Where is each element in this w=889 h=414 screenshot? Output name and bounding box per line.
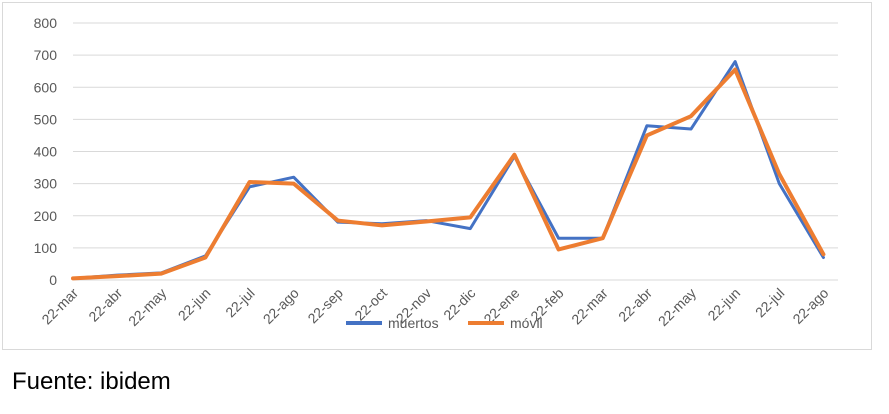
y-tick-label: 500: [34, 111, 58, 127]
legend: muertos móvil: [346, 315, 543, 331]
x-tick-label: 22-abr: [85, 285, 125, 325]
x-tick-label: 22-jul: [752, 285, 788, 321]
source-note: Fuente: ibidem: [12, 368, 171, 395]
y-tick-label: 300: [34, 176, 58, 192]
x-tick-label: 22-jun: [704, 285, 743, 324]
series-lines: [71, 60, 826, 281]
x-tick-label: 22-oct: [351, 285, 390, 324]
y-tick-label: 800: [34, 15, 58, 31]
x-tick-label: 22-abr: [615, 285, 655, 325]
x-tick-label: 22-mar: [38, 285, 81, 328]
x-tick-label: 22-may: [655, 285, 699, 329]
x-tick-label: 22-sep: [304, 285, 346, 327]
y-tick-label: 700: [34, 47, 58, 63]
chart-frame: 0 100 200 300 400 500 600 700 800 22-mar 22-abr 22…: [2, 2, 872, 350]
y-tick-label: 0: [49, 272, 57, 288]
legend-label: muertos: [388, 315, 439, 331]
x-tick-label: 22-ago: [260, 285, 302, 327]
x-tick-label: 22-mar: [568, 285, 611, 328]
y-tick-label: 600: [34, 79, 58, 95]
x-tick-label: 22-dic: [440, 285, 478, 323]
y-tick-label: 100: [34, 240, 58, 256]
y-tick-label: 400: [34, 144, 58, 160]
x-tick-label: 22-jun: [175, 285, 214, 324]
gridlines: [73, 22, 838, 281]
y-tick-label: 200: [34, 208, 58, 224]
legend-label: móvil: [510, 315, 543, 331]
x-tick-label: 22-may: [125, 285, 169, 329]
y-axis-ticks: 0 100 200 300 400 500 600 700 800: [34, 15, 58, 288]
x-tick-label: 22-jul: [222, 285, 258, 321]
x-tick-label: 22-ago: [789, 285, 831, 327]
series-line-móvil: [71, 67, 826, 281]
